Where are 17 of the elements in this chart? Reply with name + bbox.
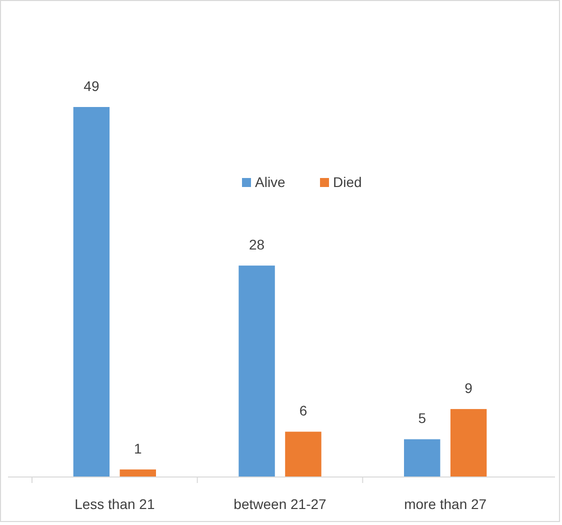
data-label: 49: [84, 78, 100, 94]
legend-label: Alive: [255, 174, 286, 190]
bar: [73, 107, 110, 477]
data-label: 5: [418, 410, 426, 426]
data-label: 28: [248, 236, 265, 253]
x-tick-label: more than 27: [404, 496, 487, 512]
bar: [404, 439, 440, 477]
x-tick-label: between 21-27: [234, 496, 327, 512]
legend-label: Died: [333, 174, 362, 190]
data-label: 1: [134, 440, 142, 456]
x-tick-label: Less than 21: [74, 496, 155, 512]
bar: [285, 432, 322, 477]
data-label: 6: [299, 402, 308, 419]
bar: [450, 409, 487, 477]
bar: [238, 266, 275, 477]
data-label: 9: [464, 380, 473, 396]
bar: [120, 469, 156, 477]
